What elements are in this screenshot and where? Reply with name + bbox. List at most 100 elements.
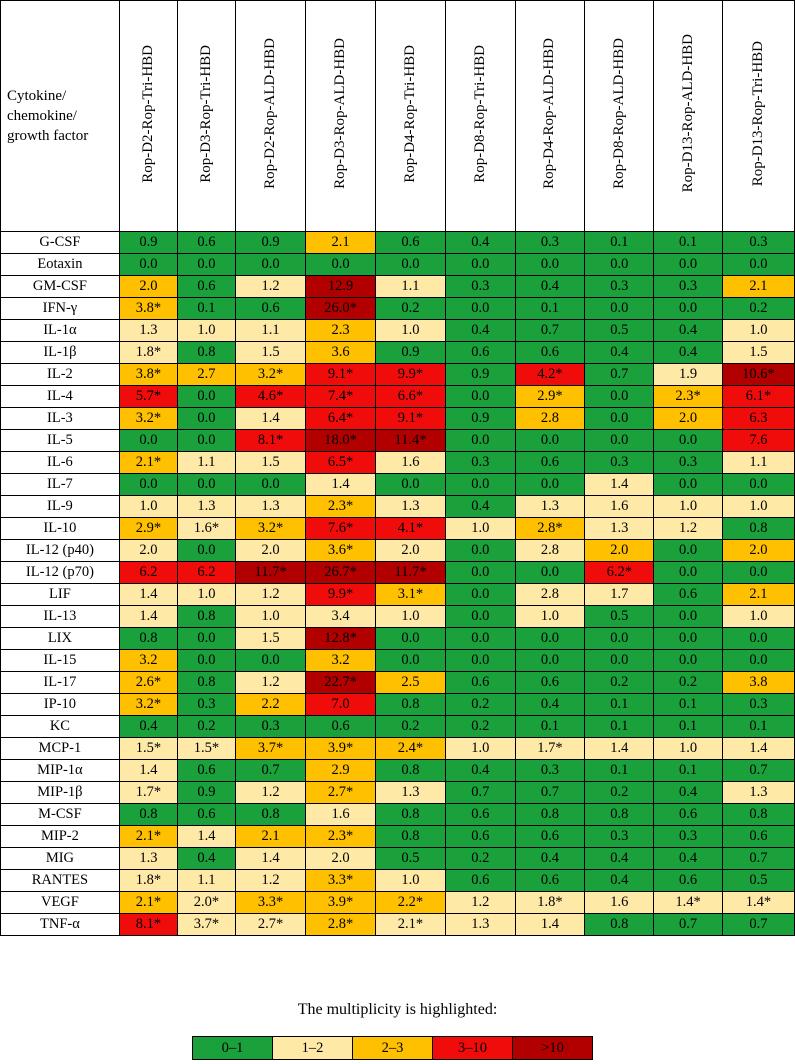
table-row: M-CSF 0.8 0.6 0.8 1.6 0.8 0.6 0.8 0.8 0.6 0.8: [0, 803, 795, 826]
table-cell: 0.6: [721, 825, 795, 848]
row-label: LIX: [0, 627, 120, 650]
table-cell: 0.7: [584, 363, 655, 386]
table-cell: 4.2*: [514, 363, 586, 386]
table-cell: 0.0: [176, 429, 237, 452]
table-cell: 1.0: [375, 869, 446, 892]
table-cell: 1.4: [235, 847, 307, 870]
row-label: IL-12 (p40): [0, 539, 120, 562]
table-cell: 0.0: [444, 583, 516, 606]
table-cell: 0.1: [176, 297, 237, 320]
table-cell: 7.4*: [305, 385, 376, 408]
row-label: M-CSF: [0, 803, 120, 826]
table-cell: 1.6: [375, 451, 446, 474]
row-label: MIP-1α: [0, 759, 120, 782]
table-cell: 2.0: [653, 407, 723, 430]
table-cell: 0.6: [514, 869, 586, 892]
table-row: IL-5 0.0 0.0 8.1* 18.0* 11.4* 0.0 0.0 0.0 0.0 7.6: [0, 429, 795, 452]
table-cell: 2.3*: [653, 385, 723, 408]
table-cell: 1.5: [235, 341, 307, 364]
table-cell: 1.3: [375, 495, 446, 518]
table-cell: 0.3: [176, 693, 237, 716]
table-row: IP-10 3.2* 0.3 2.2 7.0 0.8 0.2 0.4 0.1 0.1 0.3: [0, 693, 795, 716]
table-cell: 0.0: [514, 473, 586, 496]
table-row: IFN-γ 3.8* 0.1 0.6 26.0* 0.2 0.0 0.1 0.0 0.0 0.2: [0, 297, 795, 320]
table-cell: 0.8: [375, 693, 446, 716]
table-cell: 8.1*: [118, 913, 178, 936]
table-cell: 2.7: [176, 363, 237, 386]
table-cell: 6.6*: [375, 385, 446, 408]
table-cell: 2.1*: [118, 451, 178, 474]
table-cell: 0.0: [305, 253, 376, 276]
table-cell: 0.6: [305, 715, 376, 738]
table-row: MIP-1α 1.4 0.6 0.7 2.9 0.8 0.4 0.3 0.1 0.1 0.7: [0, 759, 795, 782]
table-body: G-CSF 0.9 0.6 0.9 2.1 0.6 0.4 0.3 0.1 0.1 0.3 Eotax…: [0, 231, 795, 936]
table-cell: 0.3: [721, 231, 795, 254]
table-cell: 0.3: [584, 825, 655, 848]
table-cell: 3.2: [118, 649, 178, 672]
table-cell: 2.4*: [375, 737, 446, 760]
table-cell: 0.1: [584, 693, 655, 716]
row-label: IL-2: [0, 363, 120, 386]
table-row: IL-7 0.0 0.0 0.0 1.4 0.0 0.0 0.0 1.4 0.0 0.0: [0, 473, 795, 496]
table-cell: 8.1*: [235, 429, 307, 452]
table-cell: 0.4: [653, 319, 723, 342]
table-cell: 7.0: [305, 693, 376, 716]
table-row: TNF-α 8.1* 3.7* 2.7* 2.8* 2.1* 1.3 1.4 0.8 0.7 0.7: [0, 913, 795, 936]
table-cell: 0.8: [514, 803, 586, 826]
table-cell: 0.9: [118, 231, 178, 254]
column-header: Rop-D2-Rop-Tri-HBD: [118, 0, 178, 232]
table-cell: 2.3: [305, 319, 376, 342]
table-cell: 0.5: [584, 605, 655, 628]
table-cell: 3.4: [305, 605, 376, 628]
legend-item: 0–1: [193, 1037, 273, 1059]
table-cell: 0.0: [375, 627, 446, 650]
table-cell: 0.0: [375, 649, 446, 672]
table-cell: 18.0*: [305, 429, 376, 452]
table-cell: 0.0: [176, 649, 237, 672]
table-cell: 1.6: [305, 803, 376, 826]
table-cell: 1.4: [118, 759, 178, 782]
table-cell: 2.7*: [235, 913, 307, 936]
table-cell: 1.3: [721, 781, 795, 804]
table-cell: 0.1: [653, 231, 723, 254]
table-cell: 9.1*: [305, 363, 376, 386]
table-cell: 2.1*: [118, 825, 178, 848]
table-cell: 0.2: [444, 715, 516, 738]
table-cell: 2.9*: [514, 385, 586, 408]
table-cell: 1.5: [721, 341, 795, 364]
table-cell: 1.2: [235, 781, 307, 804]
table-row: MIP-1β 1.7* 0.9 1.2 2.7* 1.3 0.7 0.7 0.2 0.4 1.3: [0, 781, 795, 804]
table-cell: 0.0: [444, 561, 516, 584]
table-cell: 0.0: [721, 649, 795, 672]
table-cell: 1.0: [721, 495, 795, 518]
table-cell: 0.3: [235, 715, 307, 738]
table-cell: 2.8: [514, 407, 586, 430]
row-label: Eotaxin: [0, 253, 120, 276]
table-cell: 0.6: [176, 803, 237, 826]
table-cell: 0.0: [653, 605, 723, 628]
row-label: IL-1α: [0, 319, 120, 342]
table-cell: 2.5: [375, 671, 446, 694]
table-cell: 1.2: [235, 583, 307, 606]
column-header-label: Rop-D3-Rop-ALD-HBD: [332, 38, 348, 189]
table-cell: 0.9: [375, 341, 446, 364]
table-cell: 0.0: [584, 385, 655, 408]
table-cell: 1.4*: [721, 891, 795, 914]
table-cell: 0.0: [721, 561, 795, 584]
table-row: IL-10 2.9* 1.6* 3.2* 7.6* 4.1* 1.0 2.8* 1.3 1.2 0.…: [0, 517, 795, 540]
table-cell: 0.0: [235, 253, 307, 276]
table-cell: 3.3*: [305, 869, 376, 892]
table-cell: 0.1: [514, 715, 586, 738]
table-cell: 1.8*: [514, 891, 586, 914]
table-cell: 0.2: [653, 671, 723, 694]
column-header-label: Rop-D2-Rop-ALD-HBD: [262, 38, 279, 189]
row-label: RANTES: [0, 869, 120, 892]
table-cell: 0.1: [514, 297, 586, 320]
table-row: IL-6 2.1* 1.1 1.5 6.5* 1.6 0.3 0.6 0.3 0.3 1.1: [0, 451, 795, 474]
column-header: Rop-D3-Rop-ALD-HBD: [305, 0, 376, 232]
table-cell: 3.6: [305, 341, 376, 364]
table-row: IL-13 1.4 0.8 1.0 3.4 1.0 0.0 1.0 0.5 0.0 1.0: [0, 605, 795, 628]
table-cell: 0.7: [653, 913, 723, 936]
table-cell: 3.9*: [305, 891, 376, 914]
table-cell: 3.1*: [375, 583, 446, 606]
